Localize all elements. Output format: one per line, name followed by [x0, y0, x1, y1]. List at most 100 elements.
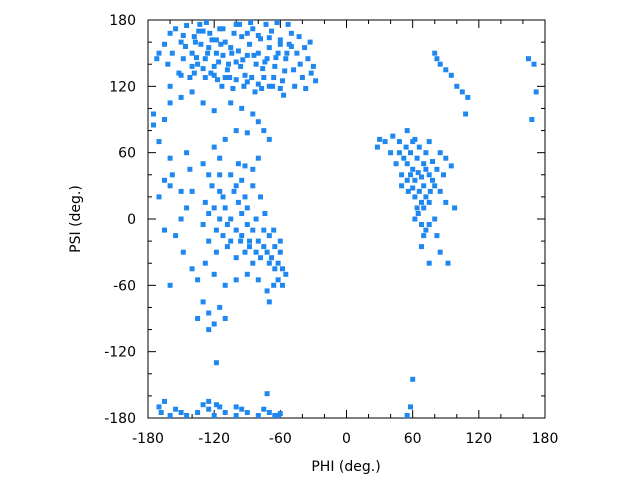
- data-point: [211, 144, 217, 150]
- x-tick-label: 0: [342, 431, 351, 447]
- data-point: [396, 139, 402, 145]
- data-point: [269, 28, 274, 34]
- data-point: [167, 83, 173, 89]
- y-tick-label: -120: [104, 345, 136, 361]
- data-point: [217, 172, 223, 178]
- data-point: [228, 45, 234, 51]
- data-point: [233, 77, 239, 83]
- data-point: [277, 238, 283, 244]
- data-point: [264, 391, 270, 397]
- data-point: [178, 410, 184, 415]
- data-point: [178, 94, 184, 100]
- data-point: [410, 376, 416, 382]
- data-point: [227, 75, 233, 80]
- data-point: [266, 45, 272, 51]
- data-point: [264, 288, 270, 294]
- data-point: [156, 194, 162, 200]
- data-point: [249, 75, 255, 80]
- data-point: [231, 30, 237, 36]
- y-tick-label: 120: [109, 79, 136, 95]
- data-point: [202, 75, 208, 80]
- data-point: [220, 233, 226, 239]
- data-point: [526, 56, 531, 62]
- data-point: [275, 260, 281, 266]
- data-point: [206, 310, 212, 316]
- data-point: [162, 227, 167, 233]
- data-point: [401, 155, 407, 161]
- data-point: [250, 26, 256, 32]
- data-point: [184, 23, 190, 28]
- data-point: [222, 282, 228, 288]
- data-point: [307, 39, 313, 45]
- data-point: [404, 161, 410, 167]
- data-point: [410, 166, 416, 172]
- data-point: [419, 174, 424, 180]
- data-point: [255, 238, 261, 244]
- data-point: [189, 50, 195, 56]
- data-point: [235, 161, 241, 167]
- data-point: [241, 83, 247, 89]
- data-point: [531, 61, 537, 67]
- data-point: [308, 70, 314, 76]
- data-point: [233, 21, 239, 27]
- data-point: [255, 277, 261, 283]
- data-point: [211, 271, 217, 277]
- data-point: [198, 41, 204, 47]
- data-point: [426, 222, 432, 227]
- data-point: [277, 41, 283, 47]
- data-point: [196, 28, 202, 34]
- data-point: [211, 205, 217, 211]
- data-point: [187, 75, 193, 80]
- data-point: [239, 105, 245, 111]
- data-point: [224, 67, 230, 73]
- data-point: [264, 249, 270, 255]
- data-point: [253, 61, 259, 67]
- data-point: [258, 194, 263, 200]
- data-point: [208, 70, 214, 76]
- data-point: [226, 61, 231, 67]
- data-point: [275, 50, 281, 56]
- y-tick-label: 0: [127, 212, 136, 228]
- data-point: [231, 188, 237, 194]
- data-point: [233, 413, 239, 418]
- data-point: [213, 360, 219, 366]
- data-point: [432, 183, 438, 189]
- data-point: [235, 48, 241, 54]
- data-point: [202, 56, 208, 62]
- data-point: [202, 199, 208, 205]
- data-point: [255, 33, 261, 38]
- data-point: [173, 406, 179, 412]
- data-point: [266, 35, 272, 41]
- data-point: [415, 170, 421, 176]
- data-point: [434, 233, 440, 239]
- x-tick-label: -180: [132, 431, 164, 447]
- data-point: [303, 86, 309, 91]
- data-point: [156, 139, 162, 145]
- data-point: [189, 188, 195, 194]
- data-point: [178, 216, 184, 222]
- data-point: [169, 172, 175, 178]
- data-point: [284, 50, 290, 56]
- data-point: [250, 183, 256, 189]
- data-point: [180, 56, 186, 62]
- data-point: [158, 410, 164, 415]
- data-point: [266, 260, 272, 266]
- data-point: [266, 410, 272, 415]
- data-point: [184, 150, 190, 156]
- data-point: [250, 260, 256, 266]
- data-point: [206, 45, 212, 51]
- data-point: [280, 282, 285, 288]
- data-point: [220, 194, 226, 200]
- data-point: [233, 277, 239, 283]
- data-point: [233, 183, 239, 189]
- data-point: [251, 52, 257, 58]
- data-point: [259, 86, 265, 91]
- data-point: [222, 205, 228, 211]
- data-point: [274, 20, 280, 25]
- data-point: [260, 66, 266, 72]
- data-point: [211, 108, 217, 114]
- data-point: [277, 249, 283, 255]
- data-point: [399, 172, 405, 178]
- data-point: [412, 216, 418, 222]
